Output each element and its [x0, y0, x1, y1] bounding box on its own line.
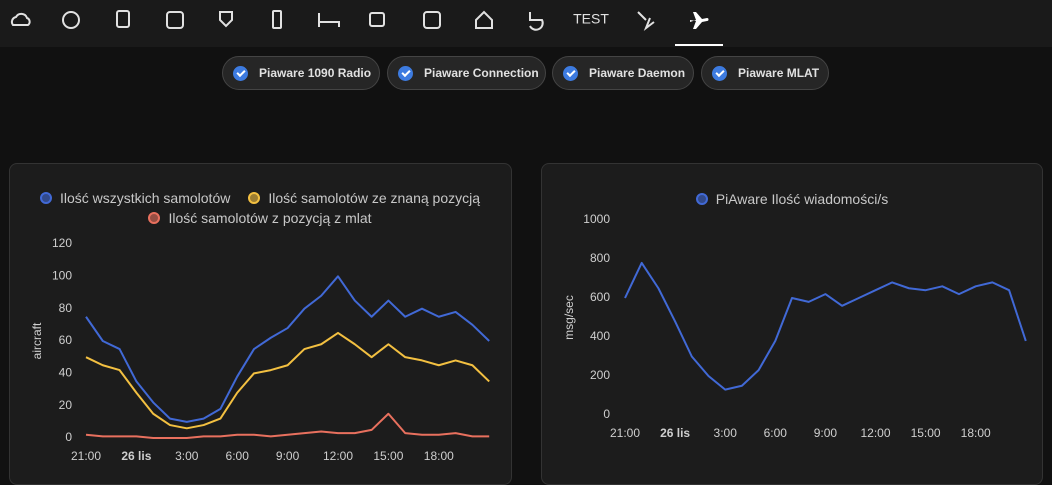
data-line: [85, 275, 490, 423]
tab-icon[interactable]: [166, 11, 184, 29]
x-tick-label: 12:00: [860, 426, 890, 440]
x-tick-label: 9:00: [276, 449, 300, 463]
legend-item[interactable]: Ilość samolotów ze znaną pozycją: [248, 190, 480, 206]
header: TEST: [0, 0, 1052, 47]
x-tick-label: 15:00: [911, 426, 941, 440]
legend-label: PiAware Ilość wiadomości/s: [715, 191, 889, 207]
tab-icon[interactable]: [637, 11, 655, 31]
x-tick-label: 21:00: [71, 449, 101, 463]
chip[interactable]: Piaware Daemon: [552, 56, 694, 90]
y-tick-label: 20: [59, 398, 73, 412]
chip[interactable]: Piaware 1090 Radio: [222, 56, 380, 90]
legend-item[interactable]: PiAware Ilość wiadomości/s: [695, 191, 889, 207]
tab-icon-selected[interactable]: [690, 12, 709, 29]
x-tick-label: 9:00: [814, 426, 838, 440]
tab-icon[interactable]: [423, 11, 441, 29]
y-axis-label: msg/sec: [562, 295, 576, 340]
x-tick-label: 21:00: [610, 426, 640, 440]
x-tick-label: 12:00: [323, 449, 353, 463]
x-tick-label: 15:00: [373, 449, 403, 463]
tab-icon[interactable]: [272, 10, 282, 29]
data-line: [85, 412, 490, 439]
card: [9, 163, 512, 485]
charts: 0 20 40 60 80 100 120 aircraft 21:00 26 lis 3:00 6:…: [30, 212, 1027, 463]
legend-swatch: [39, 192, 52, 204]
legend-swatch: [248, 192, 261, 204]
y-tick-label: 1000: [583, 212, 610, 226]
y-tick-label: 100: [52, 269, 72, 283]
y-axis-label: aircraft: [30, 322, 44, 359]
y-tick-label: 600: [590, 290, 610, 304]
tab-bar: TEST: [10, 10, 723, 46]
legend-label: Ilość samolotów z pozycją z mlat: [168, 210, 372, 226]
legend-swatch: [148, 212, 161, 224]
tab-icon[interactable]: [475, 10, 493, 29]
tab-underline: [675, 44, 723, 46]
page: TEST Piaware 1090 Radio Piaware Connecti…: [0, 0, 1052, 474]
legend: PiAware Ilość wiadomości/s: [552, 191, 1032, 207]
y-tick-label: 400: [590, 329, 610, 343]
tab-icon[interactable]: [529, 12, 544, 31]
legend-label: Ilość samolotów ze znaną pozycją: [268, 190, 481, 206]
y-tick-label: 60: [59, 333, 73, 347]
tab-icon[interactable]: [10, 12, 31, 26]
tab-icon[interactable]: [318, 13, 340, 27]
x-tick-label: 3:00: [714, 426, 738, 440]
chip[interactable]: Piaware MLAT: [701, 56, 829, 90]
legend-item[interactable]: Ilość wszystkich samolotów: [39, 190, 231, 206]
y-tick-label: 0: [65, 430, 72, 444]
legend-item[interactable]: Ilość samolotów z pozycją z mlat: [148, 210, 372, 226]
data-line: [624, 261, 1027, 391]
y-tick-label: 800: [590, 251, 610, 265]
y-tick-label: 200: [590, 368, 610, 382]
card: [541, 163, 1043, 485]
x-tick-label: 6:00: [226, 449, 250, 463]
chip[interactable]: Piaware Connection: [387, 56, 546, 90]
x-tick-label: 6:00: [764, 426, 788, 440]
x-tick-label: 18:00: [961, 426, 991, 440]
tab-label[interactable]: TEST: [573, 11, 609, 27]
x-tick-label: 26 lis: [121, 449, 151, 463]
y-tick-label: 40: [59, 366, 73, 380]
tab-icon[interactable]: [62, 11, 80, 29]
y-tick-label: 120: [52, 236, 72, 250]
legend: Ilość wszystkich samolotów Ilość samolotó…: [20, 190, 500, 226]
legend-label: Ilość wszystkich samolotów: [59, 190, 231, 206]
x-tick-label: 3:00: [175, 449, 199, 463]
x-tick-label: 26 lis: [660, 426, 690, 440]
x-tick-label: 18:00: [424, 449, 454, 463]
tab-icon[interactable]: [116, 10, 130, 28]
data-line: [85, 331, 490, 430]
tab-icon[interactable]: [369, 12, 385, 27]
tab-icon[interactable]: [219, 11, 233, 28]
legend-swatch: [695, 193, 708, 205]
y-tick-label: 80: [59, 301, 73, 315]
y-tick-label: 0: [603, 407, 610, 421]
